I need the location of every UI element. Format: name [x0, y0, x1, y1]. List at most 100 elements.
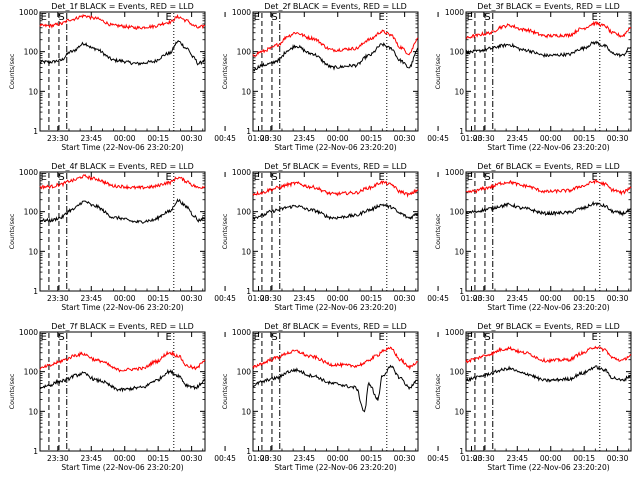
- x-tick-label: 01:00: [461, 454, 483, 463]
- series-line-events: [252, 203, 419, 221]
- y-axis-label: Counts/sec: [8, 213, 16, 249]
- panel-det-4: Det_4f BLACK = Events, RED = LLD11010010…: [8, 162, 270, 312]
- x-tick-label: 23:30: [47, 454, 69, 463]
- y-tick-label: 1: [246, 447, 251, 456]
- series-line-lld: [465, 345, 632, 364]
- event-marker-label: S: [271, 12, 277, 23]
- event-marker-label: S: [58, 172, 64, 183]
- series-line-lld: [252, 346, 419, 371]
- event-marker-label: E: [254, 12, 260, 23]
- x-tick-label: 00:00: [327, 454, 349, 463]
- y-axis-label: Counts/sec: [8, 53, 16, 89]
- chart-title: Det_6f BLACK = Events, RED = LLD: [477, 162, 620, 171]
- y-tick-label: 10: [454, 407, 464, 416]
- y-tick-label: 10: [28, 247, 38, 256]
- x-tick-label: 00:00: [327, 294, 349, 303]
- x-tick-label: 00:30: [181, 294, 203, 303]
- y-axis-label: Counts/sec: [221, 213, 229, 249]
- chart-title: Det_5f BLACK = Events, RED = LLD: [264, 162, 407, 171]
- y-tick-label: 1000: [232, 168, 251, 177]
- event-marker-label: S: [58, 332, 64, 343]
- x-tick-label: 00:00: [114, 134, 136, 143]
- y-tick-label: 100: [24, 208, 39, 217]
- x-tick-label: 00:45: [427, 294, 449, 303]
- y-tick-label: 1000: [445, 168, 464, 177]
- x-tick-label: 00:15: [573, 294, 595, 303]
- series-line-lld: [39, 350, 206, 373]
- y-tick-label: 10: [454, 87, 464, 96]
- y-axis-label: Counts/sec: [8, 373, 16, 409]
- series-line-events: [465, 365, 631, 383]
- x-tick-label: 23:45: [293, 454, 315, 463]
- x-axis-label: Start Time (22-Nov-06 23:20:20): [61, 303, 183, 312]
- plot-frame: [39, 171, 206, 292]
- series-line-lld: [252, 29, 419, 57]
- y-axis-label: Counts/sec: [434, 213, 442, 249]
- event-marker-label: E: [41, 12, 47, 23]
- x-tick-label: 01:00: [248, 454, 270, 463]
- y-tick-label: 10: [241, 87, 251, 96]
- event-marker-label: E: [378, 12, 384, 23]
- y-tick-label: 1000: [445, 8, 464, 17]
- x-tick-label: 00:00: [540, 134, 562, 143]
- event-marker-label: E: [41, 332, 47, 343]
- event-marker-label: E: [378, 332, 384, 343]
- x-tick-label: 23:45: [293, 294, 315, 303]
- x-tick-label: 23:45: [80, 294, 102, 303]
- x-tick-label: 00:00: [540, 454, 562, 463]
- x-tick-label: 23:30: [260, 294, 282, 303]
- series-line-lld: [39, 174, 206, 191]
- x-tick-label: 23:45: [293, 134, 315, 143]
- x-tick-label: 00:45: [214, 294, 236, 303]
- x-tick-label: 00:45: [427, 454, 449, 463]
- y-tick-label: 100: [237, 368, 252, 377]
- x-tick-label: 00:15: [147, 134, 169, 143]
- series-line-events: [39, 198, 206, 224]
- event-marker-label: E: [467, 332, 473, 343]
- x-axis-label: Start Time (22-Nov-06 23:20:20): [61, 143, 183, 152]
- y-tick-label: 100: [237, 48, 252, 57]
- event-marker-label: E: [591, 12, 597, 23]
- y-tick-label: 100: [450, 368, 465, 377]
- y-tick-label: 100: [24, 48, 39, 57]
- event-marker-label: E: [254, 332, 260, 343]
- x-tick-label: 00:45: [427, 134, 449, 143]
- y-tick-label: 10: [28, 87, 38, 96]
- plot-frame: [252, 11, 419, 132]
- panel-det-6: Det_6f BLACK = Events, RED = LLD 1 10 100 10…: [434, 162, 632, 312]
- x-axis-label: Start Time (22-Nov-06 23:20:20): [487, 463, 609, 472]
- event-marker-label: E: [591, 332, 597, 343]
- x-tick-label: 00:30: [394, 134, 416, 143]
- y-tick-label: 1: [246, 287, 251, 296]
- y-tick-label: 100: [237, 208, 252, 217]
- series-line-events: [252, 364, 419, 413]
- x-tick-label: 00:15: [360, 134, 382, 143]
- chart-title: Det_2f BLACK = Events, RED = LLD: [264, 2, 407, 11]
- x-tick-label: 23:30: [260, 134, 282, 143]
- y-tick-label: 10: [28, 407, 38, 416]
- y-tick-label: 1: [33, 447, 38, 456]
- x-tick-label: 23:45: [506, 454, 528, 463]
- y-axis-label: Counts/sec: [221, 373, 229, 409]
- x-tick-label: 00:00: [540, 294, 562, 303]
- plot-frame: [39, 331, 206, 452]
- chart-title: Det_1f BLACK = Events, RED = LLD: [51, 2, 194, 11]
- x-tick-label: 00:30: [607, 294, 629, 303]
- x-tick-label: 00:30: [181, 134, 203, 143]
- event-marker-label: S: [484, 12, 490, 23]
- x-tick-label: 00:15: [573, 454, 595, 463]
- chart-title: Det_8f BLACK = Events, RED = LLD: [264, 322, 407, 331]
- y-tick-label: 100: [450, 48, 465, 57]
- x-tick-label: 00:15: [360, 294, 382, 303]
- plot-frame: [465, 331, 632, 452]
- x-tick-label: 01:00: [248, 294, 270, 303]
- y-tick-label: 1000: [19, 328, 38, 337]
- event-marker-label: E: [467, 12, 473, 23]
- x-tick-label: 23:45: [80, 454, 102, 463]
- x-tick-label: 00:30: [394, 454, 416, 463]
- x-tick-label: 00:15: [147, 454, 169, 463]
- x-axis-label: Start Time (22-Nov-06 23:20:20): [61, 463, 183, 472]
- x-tick-label: 00:15: [360, 454, 382, 463]
- panel-det-3: Det_3f BLACK = Events, RED = LLD 1 10 100 10…: [434, 2, 632, 152]
